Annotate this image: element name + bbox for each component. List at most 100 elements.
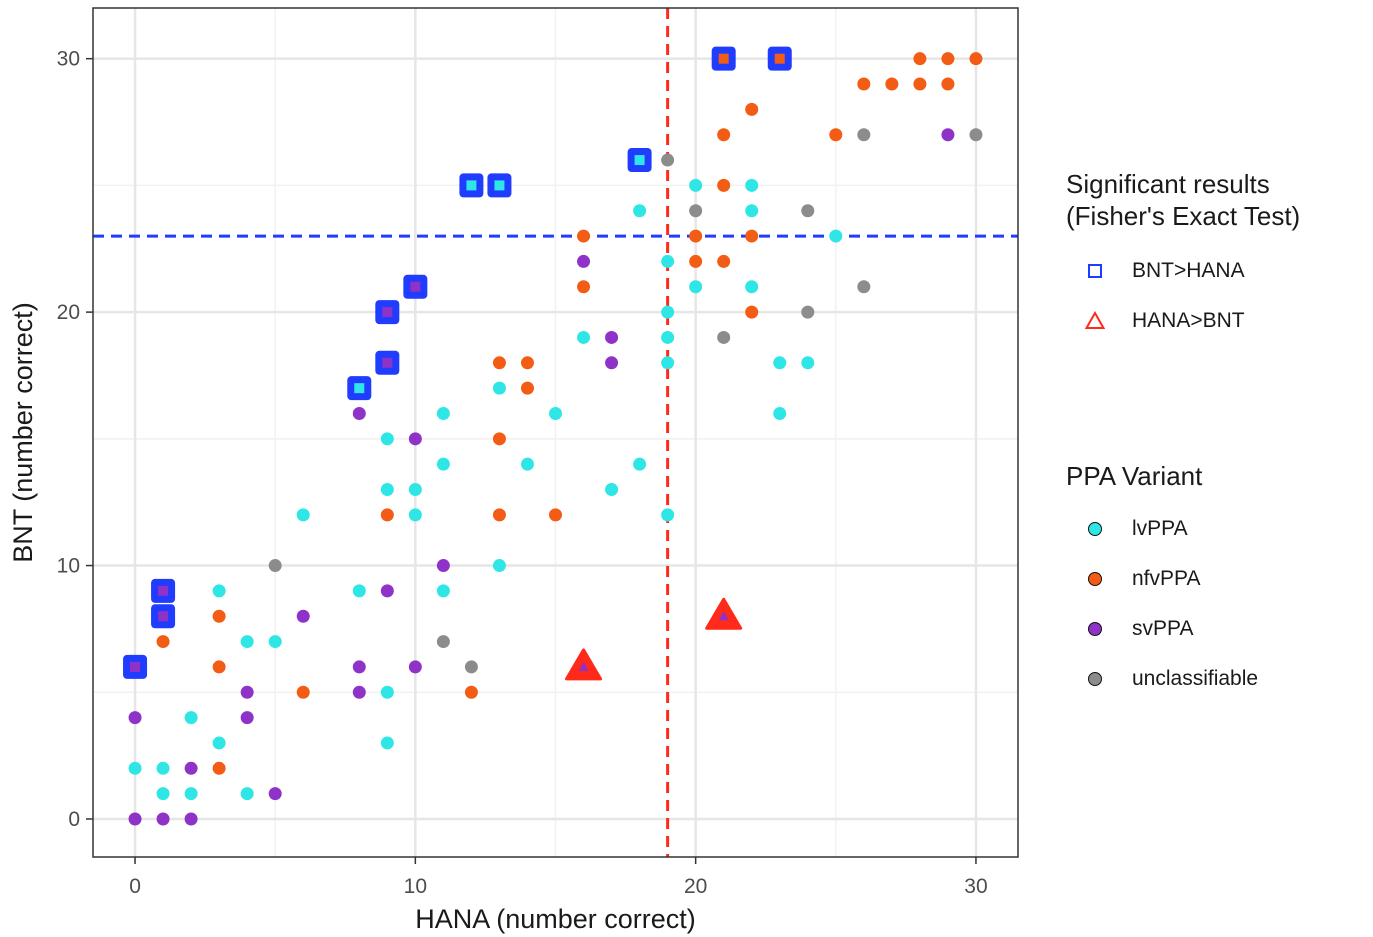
data-point-lvppa	[436, 406, 450, 420]
data-point-unclassifiable	[717, 330, 731, 344]
data-point-svppa	[296, 609, 310, 623]
data-point-lvppa	[268, 635, 282, 649]
legend-label: svPPA	[1132, 617, 1194, 640]
x-tick-label: 30	[964, 875, 987, 898]
data-point-nfvppa	[941, 77, 955, 91]
data-point-nfvppa	[577, 280, 591, 294]
data-point-nfvppa	[941, 52, 955, 66]
significant-point-center	[494, 180, 505, 191]
data-point-lvppa	[296, 508, 310, 522]
data-point-svppa	[128, 711, 142, 725]
data-point-svppa	[156, 812, 170, 826]
significance-legend: Significant results (Fisher's Exact Test…	[1066, 168, 1300, 332]
significant-point-center	[158, 611, 169, 622]
significant-point-center	[466, 180, 477, 191]
data-point-lvppa	[380, 483, 394, 497]
legend-label: nfvPPA	[1132, 567, 1201, 590]
data-point-lvppa	[745, 280, 759, 294]
data-point-lvppa	[745, 178, 759, 192]
data-point-lvppa	[549, 406, 562, 420]
data-point-nfvppa	[212, 761, 226, 775]
data-points	[128, 52, 983, 826]
y-tick-label: 10	[57, 555, 80, 578]
data-point-lvppa	[661, 305, 675, 319]
significant-point-center	[774, 53, 785, 64]
data-point-nfvppa	[212, 660, 226, 674]
data-point-lvppa	[633, 457, 647, 471]
data-point-lvppa	[661, 330, 675, 344]
data-point-lvppa	[520, 457, 534, 471]
major-gridlines	[93, 8, 1018, 857]
significant-point-center	[158, 585, 169, 596]
data-point-svppa	[128, 812, 142, 826]
blue-square-icon	[1088, 264, 1102, 278]
data-point-svppa	[605, 356, 619, 370]
reference-lines	[93, 8, 1018, 857]
data-point-lvppa	[184, 787, 198, 801]
significant-point-center	[578, 661, 589, 671]
significant-point-center	[354, 383, 365, 394]
plot-panel-border	[92, 7, 1019, 858]
scatter-chart: 0 10 20 30 0 10 20 30 HANA (number correct) BNT…	[8, 7, 1019, 934]
significance-legend-title-line1: Significant results	[1066, 169, 1270, 199]
data-point-nfvppa	[745, 229, 759, 243]
data-point-nfvppa	[156, 635, 170, 649]
x-axis-label: HANA (number correct)	[415, 904, 696, 934]
data-point-lvppa	[156, 761, 170, 775]
data-point-lvppa	[436, 457, 450, 471]
data-point-nfvppa	[212, 609, 226, 623]
data-point-nfvppa	[885, 77, 899, 91]
data-point-unclassifiable	[857, 280, 871, 294]
significant-points	[123, 46, 792, 681]
data-point-nfvppa	[520, 356, 534, 370]
purple-dot-icon	[1088, 622, 1102, 636]
significant-point-center	[382, 307, 393, 318]
data-point-unclassifiable	[268, 559, 282, 573]
data-point-svppa	[380, 584, 394, 598]
data-point-svppa	[268, 787, 282, 801]
data-point-lvppa	[689, 178, 703, 192]
minor-gridlines	[93, 8, 1018, 857]
data-point-svppa	[352, 660, 366, 674]
data-point-nfvppa	[464, 685, 478, 699]
significant-point-center	[718, 611, 729, 621]
data-point-nfvppa	[549, 508, 562, 522]
data-point-lvppa	[408, 483, 422, 497]
data-point-unclassifiable	[857, 128, 871, 142]
data-point-svppa	[436, 559, 450, 573]
data-point-nfvppa	[913, 77, 927, 91]
data-point-svppa	[240, 685, 254, 699]
data-point-lvppa	[380, 736, 394, 750]
data-point-lvppa	[492, 559, 506, 573]
data-point-lvppa	[745, 204, 759, 218]
data-point-lvppa	[212, 584, 226, 598]
data-point-svppa	[408, 432, 422, 446]
data-point-nfvppa	[689, 254, 703, 268]
data-point-lvppa	[240, 635, 254, 649]
axis-ticks: 0 10 20 30 0 10 20 30	[57, 48, 988, 898]
significant-point-center	[634, 155, 645, 166]
data-point-nfvppa	[857, 77, 871, 91]
data-point-lvppa	[661, 254, 675, 268]
legend-label: unclassifiable	[1132, 667, 1259, 690]
data-point-lvppa	[829, 229, 843, 243]
data-point-nfvppa	[717, 128, 731, 142]
data-point-unclassifiable	[464, 660, 478, 674]
data-point-nfvppa	[492, 356, 506, 370]
significance-legend-title: Significant results (Fisher's Exact Test…	[1066, 168, 1300, 232]
significant-point-center	[718, 53, 729, 64]
variant-legend-title: PPA Variant	[1066, 461, 1203, 491]
data-point-unclassifiable	[689, 204, 703, 218]
data-point-lvppa	[380, 685, 394, 699]
data-point-lvppa	[436, 584, 450, 598]
data-point-svppa	[352, 685, 366, 699]
data-point-unclassifiable	[801, 204, 815, 218]
data-point-nfvppa	[829, 128, 843, 142]
data-point-lvppa	[212, 736, 226, 750]
variant-legend: PPA Variant lvPPA nfvPPA svPPA unclassif…	[1066, 460, 1258, 690]
significant-point-center	[410, 281, 421, 292]
data-point-lvppa	[773, 406, 787, 420]
y-axis-label: BNT (number correct)	[8, 302, 38, 563]
data-point-svppa	[577, 254, 591, 268]
data-point-nfvppa	[296, 685, 310, 699]
